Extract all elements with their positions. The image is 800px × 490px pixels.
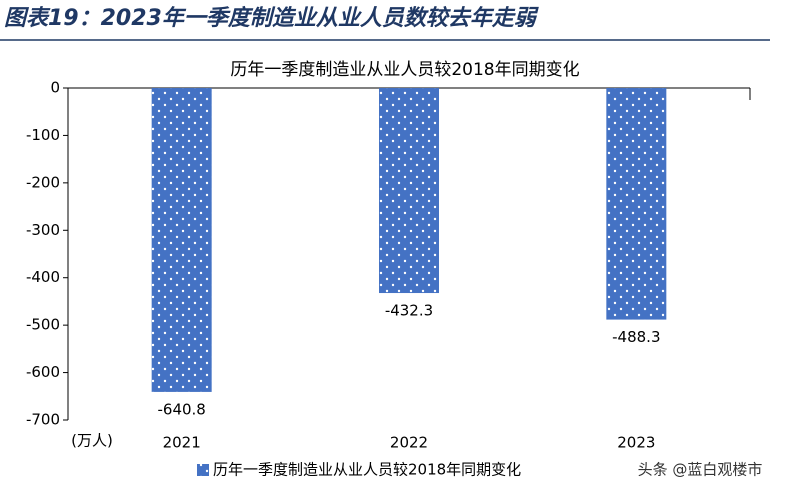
legend-label: 历年一季度制造业从业人员较2018年同期变化 xyxy=(213,461,521,479)
bar xyxy=(606,88,667,320)
y-tick-label: 0 xyxy=(50,79,60,97)
x-tick-label: 2023 xyxy=(617,434,655,452)
y-tick-label: -200 xyxy=(26,173,60,191)
y-tick-label: -100 xyxy=(26,126,60,144)
y-tick-label: -300 xyxy=(26,221,60,239)
bar xyxy=(151,88,212,392)
value-label: -488.3 xyxy=(612,328,660,346)
value-label: -640.8 xyxy=(157,400,205,418)
page-title: 图表19：2023年一季度制造业从业人员数较去年走弱 xyxy=(4,5,539,31)
y-unit: (万人) xyxy=(71,432,113,450)
y-tick-label: -500 xyxy=(26,316,60,334)
bar xyxy=(379,88,439,294)
y-tick-label: -600 xyxy=(26,363,60,381)
legend-swatch xyxy=(197,464,209,476)
watermark: 头条 @蓝白观楼市 xyxy=(638,461,763,479)
x-tick-label: 2021 xyxy=(163,434,201,452)
x-tick-label: 2022 xyxy=(390,434,428,452)
y-tick-label: -700 xyxy=(26,411,60,429)
chart-title: 历年一季度制造业从业人员较2018年同期变化 xyxy=(230,60,579,80)
value-label: -432.3 xyxy=(385,302,433,320)
y-tick-label: -400 xyxy=(26,268,60,286)
